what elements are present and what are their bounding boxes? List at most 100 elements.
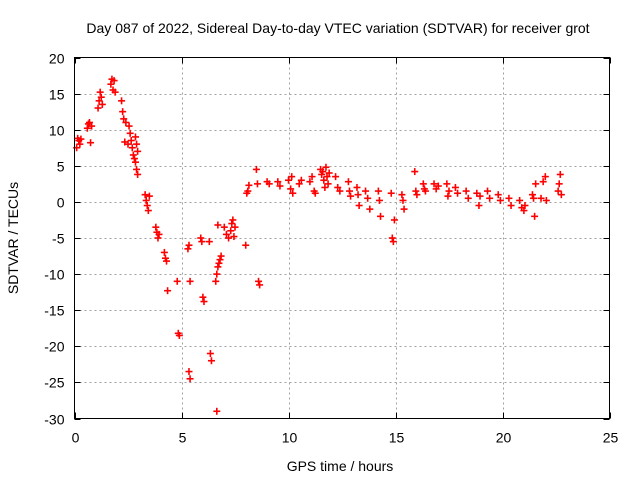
data-point (186, 277, 194, 285)
data-point (252, 165, 260, 173)
data-point (434, 182, 442, 190)
data-point (419, 180, 427, 188)
data-point (521, 202, 529, 210)
data-point (484, 187, 492, 195)
data-point (163, 257, 171, 265)
y-tick-label: 15 (49, 87, 65, 103)
data-point (198, 238, 206, 246)
data-point (541, 173, 549, 181)
data-point (245, 181, 253, 189)
data-point (122, 118, 130, 126)
data-point (76, 140, 84, 148)
data-point (308, 173, 316, 181)
data-point (505, 194, 513, 202)
y-tick-label: -5 (52, 231, 65, 247)
y-tick-label: -10 (44, 267, 64, 283)
data-point (143, 202, 151, 210)
x-axis-title: GPS time / hours (287, 458, 394, 474)
data-point (297, 176, 305, 184)
data-point (476, 192, 484, 200)
data-point (398, 191, 406, 199)
data-point (413, 191, 421, 199)
data-point (462, 187, 470, 195)
data-point (144, 207, 152, 215)
chart-title: Day 087 of 2022, Sidereal Day-to-day VTE… (86, 20, 589, 36)
data-point (430, 180, 438, 188)
data-point (412, 187, 420, 195)
data-point (215, 259, 223, 267)
data-point (377, 212, 385, 220)
data-point (319, 168, 327, 176)
data-point (124, 140, 132, 148)
data-point (366, 205, 374, 213)
data-point (531, 212, 539, 220)
data-point (133, 165, 141, 173)
data-point (475, 202, 483, 210)
data-point (85, 118, 93, 126)
data-point (444, 192, 452, 200)
y-tick-label: 0 (57, 195, 65, 211)
data-point (185, 241, 193, 249)
data-point (557, 191, 565, 199)
data-point (244, 187, 252, 195)
data-point (222, 230, 230, 238)
data-point (199, 293, 207, 301)
data-point (520, 207, 528, 215)
data-point (295, 180, 303, 188)
data-point (220, 223, 228, 231)
data-point (253, 180, 261, 188)
data-point (94, 104, 102, 112)
x-tick-label: 10 (282, 430, 298, 446)
data-point (451, 183, 459, 191)
data-point (133, 140, 141, 148)
data-point (324, 180, 332, 188)
data-point (131, 158, 139, 166)
data-point (322, 163, 330, 171)
data-point (83, 124, 91, 132)
data-point (362, 187, 370, 195)
data-point (119, 108, 127, 116)
data-point (256, 281, 264, 289)
data-point (111, 88, 119, 96)
data-point (231, 223, 239, 231)
data-point (464, 194, 472, 202)
data-point (516, 196, 524, 204)
data-point (454, 189, 462, 197)
data-point (128, 144, 136, 152)
data-point (389, 238, 397, 246)
data-point (154, 234, 162, 242)
data-point (95, 97, 103, 105)
data-point (107, 80, 115, 88)
data-point (334, 183, 342, 191)
x-tick-label: 15 (389, 430, 405, 446)
data-point (306, 178, 314, 186)
data-point (265, 180, 273, 188)
x-tick-label: 20 (496, 430, 512, 446)
data-point (321, 183, 329, 191)
data-point (287, 185, 295, 193)
data-point (530, 194, 538, 202)
data-point (131, 133, 139, 141)
data-point (332, 173, 340, 181)
data-point (200, 298, 208, 306)
data-point (556, 170, 564, 178)
y-tick-label: -30 (44, 412, 64, 428)
data-point (539, 178, 547, 186)
data-point (98, 100, 106, 108)
data-points (73, 75, 565, 415)
x-tick-label: 0 (72, 430, 80, 446)
data-point (217, 252, 225, 260)
data-point (494, 191, 502, 199)
data-point (130, 155, 138, 163)
y-tick-label: 10 (49, 123, 65, 139)
data-point (145, 192, 153, 200)
data-point (225, 234, 233, 242)
data-point (141, 191, 149, 199)
data-point (152, 223, 160, 231)
data-point (96, 88, 104, 96)
data-point (185, 368, 193, 376)
data-point (110, 77, 118, 85)
data-point (345, 187, 353, 195)
data-point (242, 241, 250, 249)
